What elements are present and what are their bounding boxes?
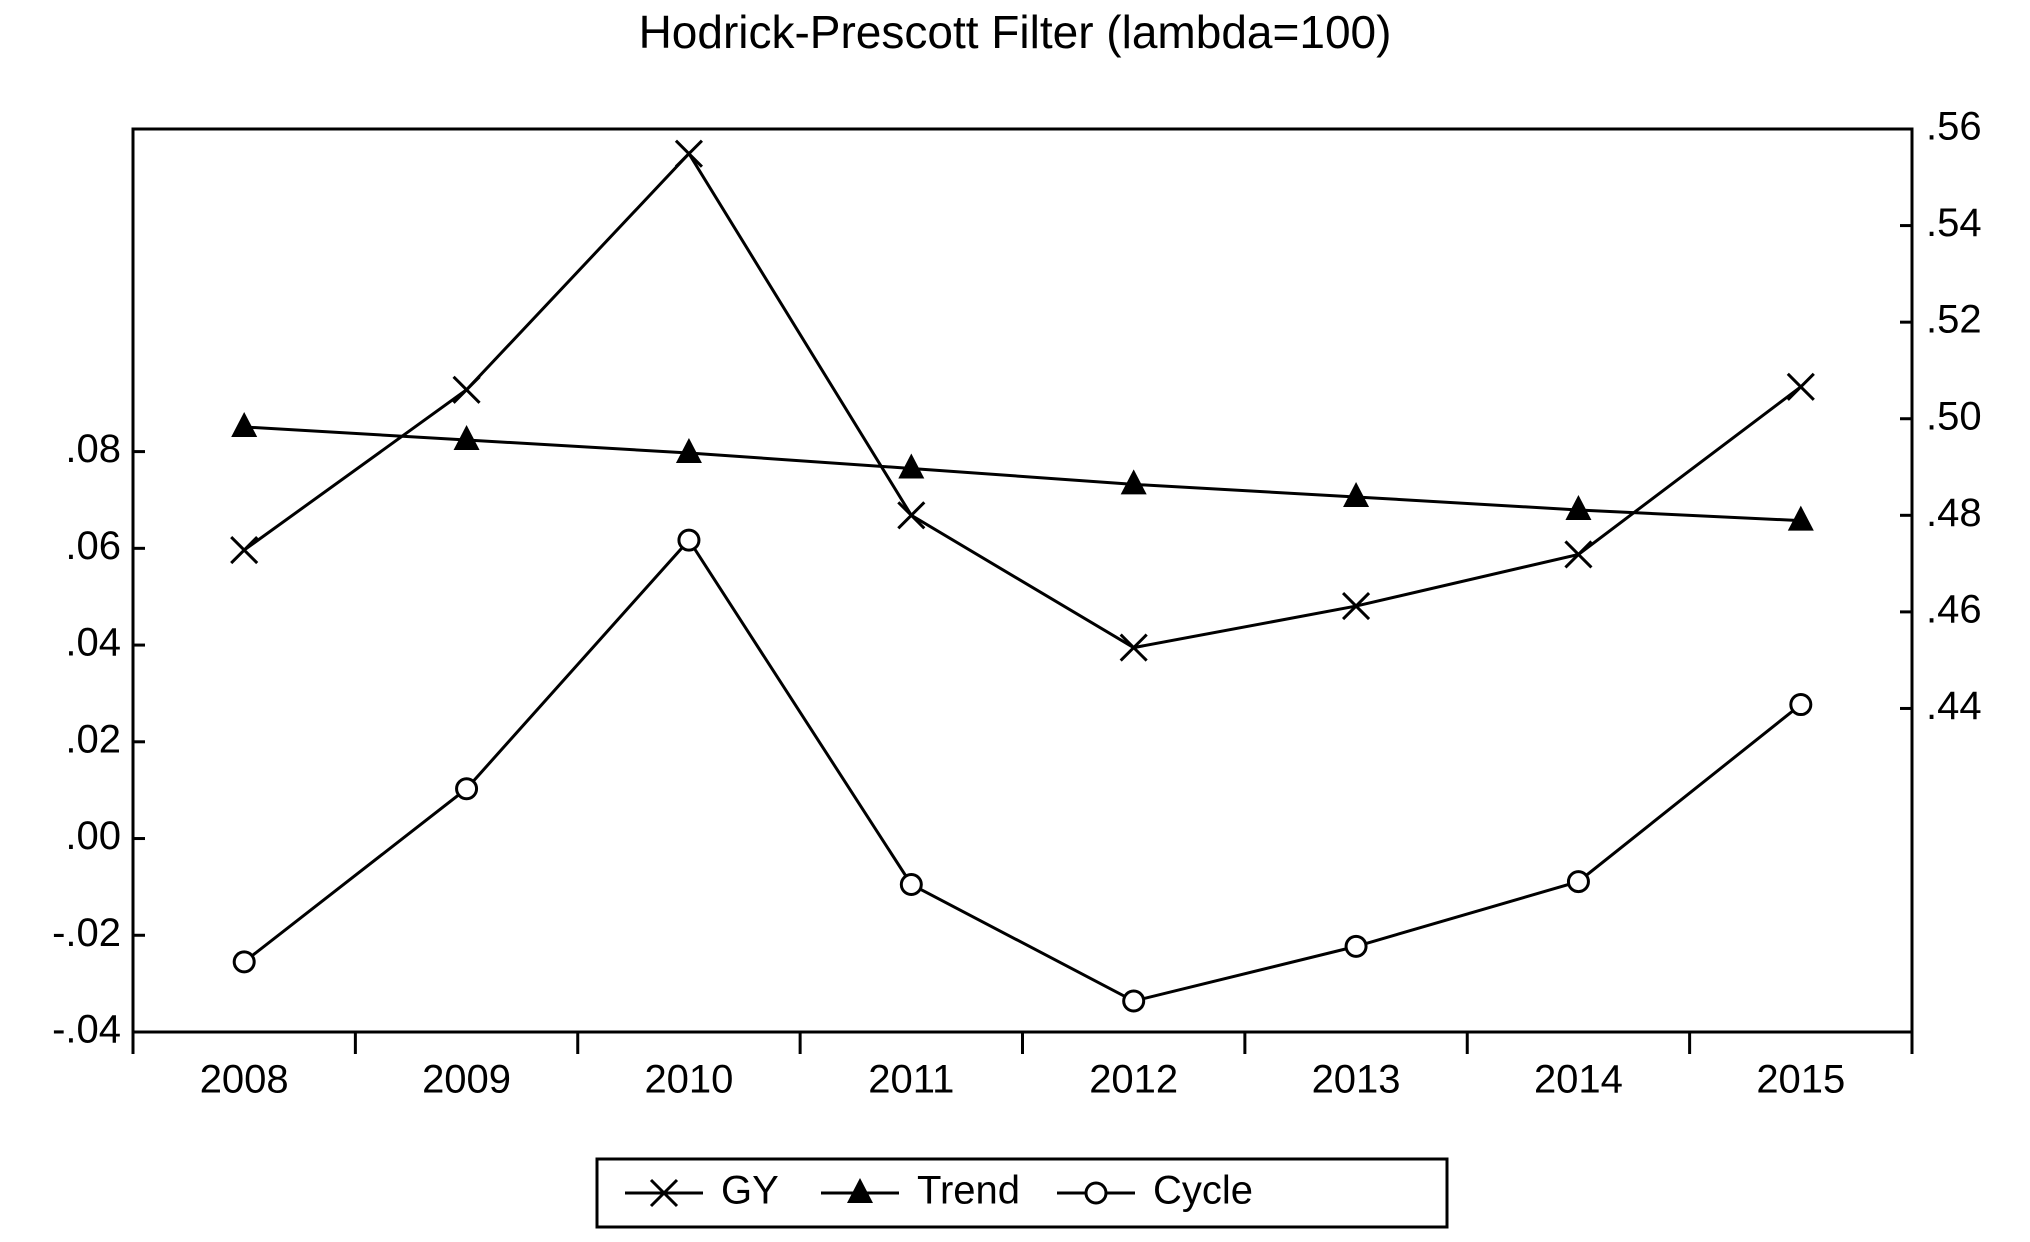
y-tick-label: .02 — [65, 717, 121, 761]
y2-tick-label: .56 — [1926, 105, 1982, 149]
y-tick-label: .08 — [65, 427, 121, 471]
y2-tick-label: .46 — [1926, 587, 1982, 631]
marker-x — [452, 375, 481, 404]
marker-circle — [1122, 989, 1146, 1013]
marker-x — [1786, 372, 1815, 401]
marker-circle — [899, 872, 923, 896]
series-line — [243, 537, 1802, 1003]
marker-triangle — [1565, 494, 1592, 520]
legend-label: GY — [721, 1169, 779, 1213]
legend-label: Trend — [917, 1169, 1020, 1213]
marker-triangle — [453, 424, 480, 450]
x-tick-label: 2009 — [422, 1058, 511, 1102]
x-tick-label: 2014 — [1534, 1058, 1623, 1102]
marker-triangle — [1343, 481, 1370, 507]
y-tick-label: .06 — [65, 524, 121, 568]
x-tick-label: 2012 — [1089, 1058, 1178, 1102]
y-tick-label: -.02 — [52, 911, 121, 955]
marker-circle — [1789, 693, 1813, 717]
marker-triangle — [1787, 505, 1814, 531]
marker-x — [230, 536, 259, 565]
y2-tick-label: .48 — [1926, 491, 1982, 535]
y-tick-label: -.04 — [52, 1008, 121, 1052]
x-tick-label: 2010 — [644, 1058, 733, 1102]
series-line — [243, 151, 1802, 650]
marker-triangle — [1120, 469, 1147, 495]
marker-circle — [232, 950, 256, 974]
chart-title: Hodrick-Prescott Filter (lambda=100) — [639, 6, 1392, 58]
marker-x — [1341, 592, 1371, 621]
marker-triangle — [675, 438, 702, 464]
marker-x — [897, 501, 926, 530]
marker-x — [674, 139, 703, 168]
marker-circle — [1084, 1181, 1108, 1205]
x-tick-label: 2015 — [1756, 1058, 1845, 1102]
marker-circle — [1344, 934, 1368, 958]
marker-triangle — [847, 1178, 873, 1203]
marker-triangle — [231, 411, 258, 437]
legend-label: Cycle — [1153, 1169, 1253, 1213]
marker-circle — [1566, 870, 1590, 894]
y2-tick-label: .50 — [1926, 394, 1982, 438]
x-tick-label: 2008 — [200, 1058, 289, 1102]
marker-x — [649, 1178, 679, 1208]
series-line — [244, 425, 1801, 523]
y-tick-label: .04 — [65, 621, 121, 665]
marker-x — [1119, 633, 1148, 662]
y2-tick-label: .52 — [1926, 298, 1982, 342]
x-tick-label: 2013 — [1312, 1058, 1401, 1102]
marker-circle — [455, 777, 479, 801]
legend-box — [595, 1157, 1449, 1229]
marker-triangle — [898, 453, 925, 479]
marker-x — [1564, 540, 1593, 569]
x-tick-label: 2011 — [868, 1058, 954, 1102]
marker-circle — [677, 528, 701, 552]
y2-tick-label: .54 — [1926, 201, 1982, 245]
y-tick-label: .00 — [65, 814, 121, 858]
y2-tick-label: .44 — [1926, 684, 1982, 728]
